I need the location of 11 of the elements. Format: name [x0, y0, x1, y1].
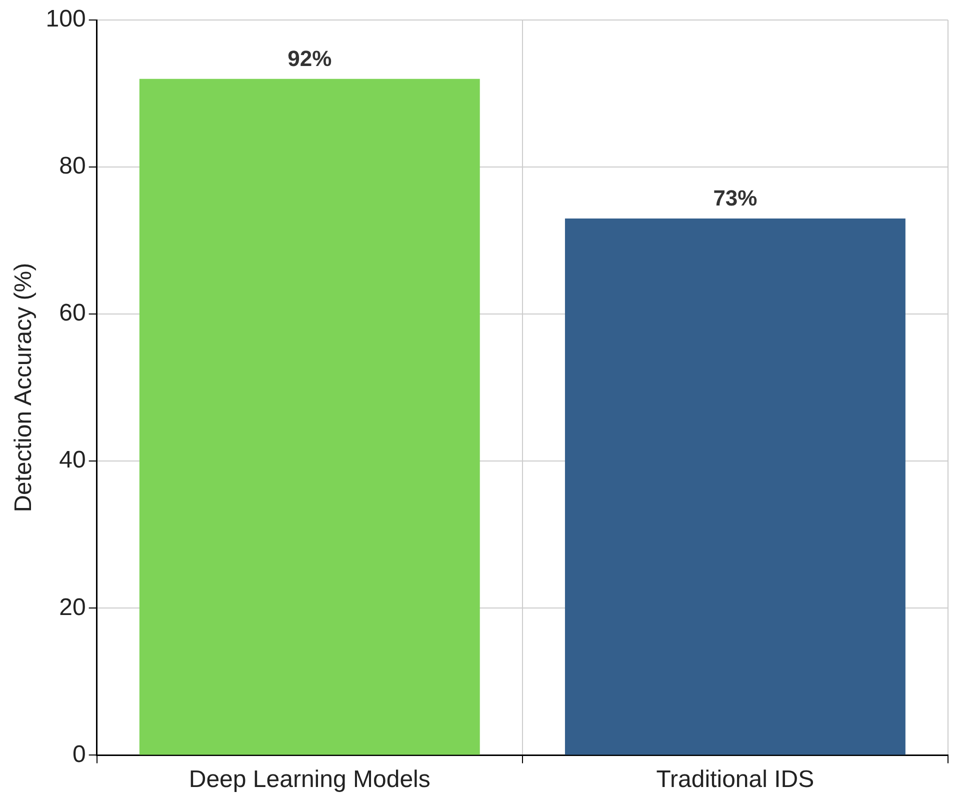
data-label: 92%: [288, 46, 332, 71]
data-label: 73%: [713, 186, 758, 211]
y-tick-label: 0: [72, 740, 86, 768]
y-tick-label: 80: [59, 152, 86, 180]
y-tick-label: 100: [46, 6, 86, 33]
y-tick-label: 60: [59, 300, 86, 327]
x-tick-label: Deep Learning Models: [188, 766, 430, 794]
y-tick-label: 40: [59, 446, 86, 474]
y-tick-label: 20: [59, 594, 86, 621]
x-tick-label: Traditional IDS: [656, 766, 814, 794]
y-axis-title: Detection Accuracy (%): [10, 262, 38, 512]
